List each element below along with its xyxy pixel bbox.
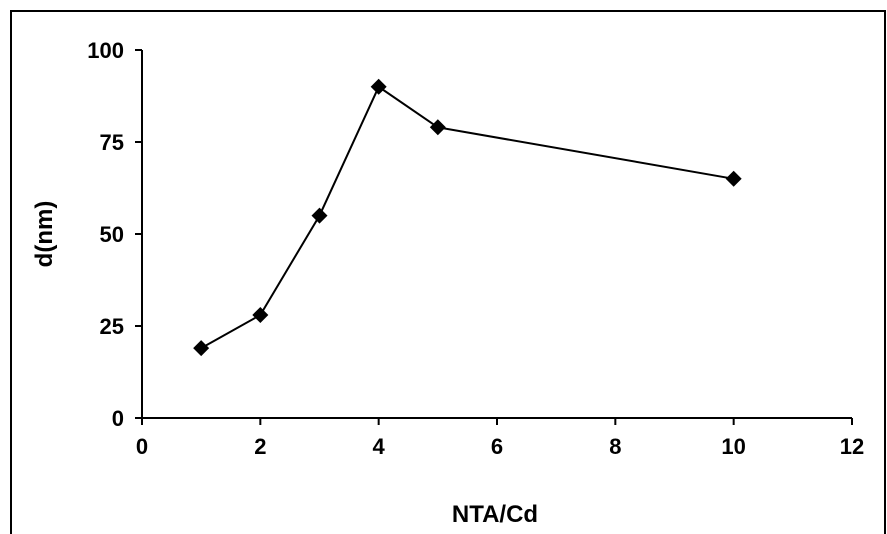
- y-tick-label: 75: [100, 130, 124, 155]
- data-point-diamond: [429, 119, 446, 136]
- data-point-diamond: [193, 340, 210, 357]
- y-tick-label: 25: [100, 314, 124, 339]
- axes: [141, 50, 852, 419]
- x-tick-label: 2: [254, 434, 266, 459]
- data-point-diamond: [725, 170, 742, 187]
- data-point-diamond: [370, 78, 387, 95]
- chart-frame: [10, 10, 886, 534]
- ticks: 0 25 50 75 100 0 2 4 6 8 10 12: [87, 38, 864, 459]
- y-axis-title: d(nm): [31, 201, 58, 268]
- x-tick-label: 10: [721, 434, 745, 459]
- x-tick-label: 12: [840, 434, 864, 459]
- x-tick-label: 8: [609, 434, 621, 459]
- x-tick-label: 4: [373, 434, 386, 459]
- y-tick-label: 100: [87, 38, 124, 63]
- data-point-diamond: [311, 207, 328, 224]
- x-tick-label: 6: [491, 434, 503, 459]
- y-tick-label: 0: [112, 406, 124, 431]
- x-axis-title: NTA/Cd: [452, 501, 538, 528]
- series-line: [200, 85, 734, 349]
- data-point-diamond: [252, 306, 269, 323]
- data-markers: [193, 78, 742, 357]
- y-tick-label: 50: [100, 222, 124, 247]
- x-tick-label: 0: [136, 434, 148, 459]
